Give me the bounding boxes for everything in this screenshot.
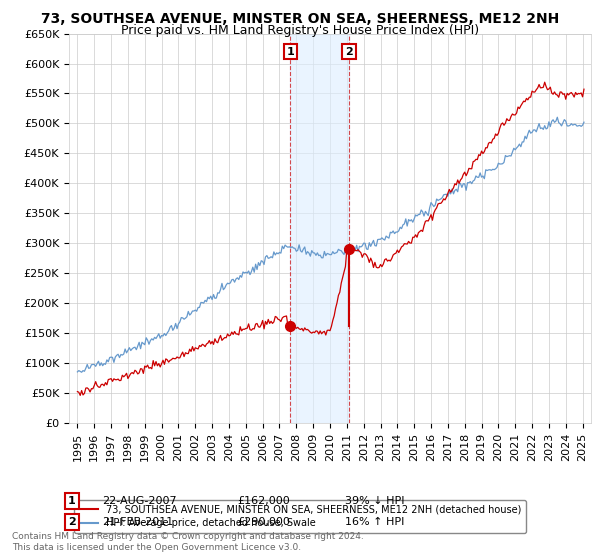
Bar: [290, 34, 349, 423]
Text: 1: 1: [68, 496, 76, 506]
Text: Contains HM Land Registry data © Crown copyright and database right 2024.
This d: Contains HM Land Registry data © Crown c…: [12, 532, 364, 552]
Text: 22-AUG-2007: 22-AUG-2007: [102, 496, 176, 506]
Text: £290,000: £290,000: [237, 517, 290, 527]
Legend: 73, SOUTHSEA AVENUE, MINSTER ON SEA, SHEERNESS, ME12 2NH (detached house), HPI: : 73, SOUTHSEA AVENUE, MINSTER ON SEA, SHE…: [74, 500, 526, 533]
Text: Price paid vs. HM Land Registry's House Price Index (HPI): Price paid vs. HM Land Registry's House …: [121, 24, 479, 36]
Text: 73, SOUTHSEA AVENUE, MINSTER ON SEA, SHEERNESS, ME12 2NH: 73, SOUTHSEA AVENUE, MINSTER ON SEA, SHE…: [41, 12, 559, 26]
Text: 16% ↑ HPI: 16% ↑ HPI: [345, 517, 404, 527]
Text: 39% ↓ HPI: 39% ↓ HPI: [345, 496, 404, 506]
Text: 21-FEB-2011: 21-FEB-2011: [102, 517, 173, 527]
Text: £162,000: £162,000: [237, 496, 290, 506]
Text: 2: 2: [68, 517, 76, 527]
Text: 1: 1: [286, 46, 294, 57]
Text: 2: 2: [345, 46, 353, 57]
